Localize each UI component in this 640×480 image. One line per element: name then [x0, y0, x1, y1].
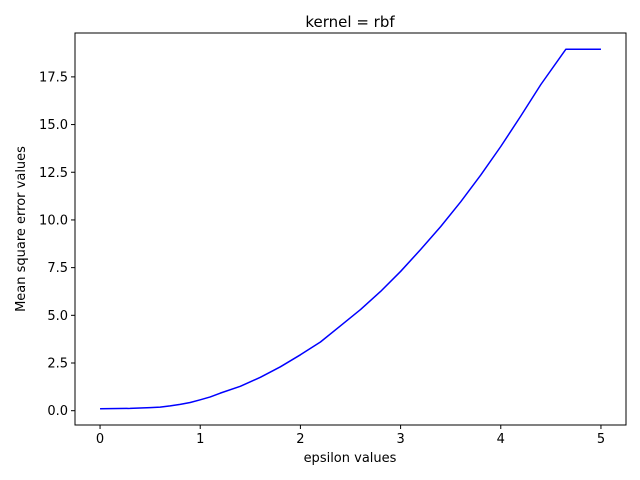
- x-tick-label: 1: [196, 432, 204, 447]
- x-axis: 0 1 2 3 4 5: [96, 425, 605, 447]
- y-tick-label: 15.0: [39, 118, 68, 133]
- y-tick-label: 0.0: [47, 404, 68, 419]
- x-tick-label: 5: [597, 432, 605, 447]
- series-line: [100, 48, 601, 410]
- y-tick-label: 7.5: [47, 261, 68, 276]
- y-axis: 0.0 2.5 5.0 7.5 10.0 12.5 15.0 17.5: [39, 70, 75, 419]
- y-axis-label: Mean square error values: [14, 146, 29, 312]
- x-tick-label: 4: [497, 432, 505, 447]
- x-tick-label: 3: [396, 432, 404, 447]
- y-tick-label: 17.5: [39, 70, 68, 85]
- x-tick-label: 2: [296, 432, 304, 447]
- plot-area: [74, 32, 627, 426]
- chart-title: kernel = rbf: [305, 13, 395, 31]
- y-tick-label: 5.0: [47, 309, 68, 324]
- y-tick-label: 12.5: [39, 166, 68, 181]
- x-tick-label: 0: [96, 432, 104, 447]
- y-tick-label: 2.5: [47, 357, 68, 372]
- y-tick-label: 10.0: [39, 213, 68, 228]
- x-axis-label: epsilon values: [304, 451, 397, 466]
- series-layer: [100, 48, 601, 410]
